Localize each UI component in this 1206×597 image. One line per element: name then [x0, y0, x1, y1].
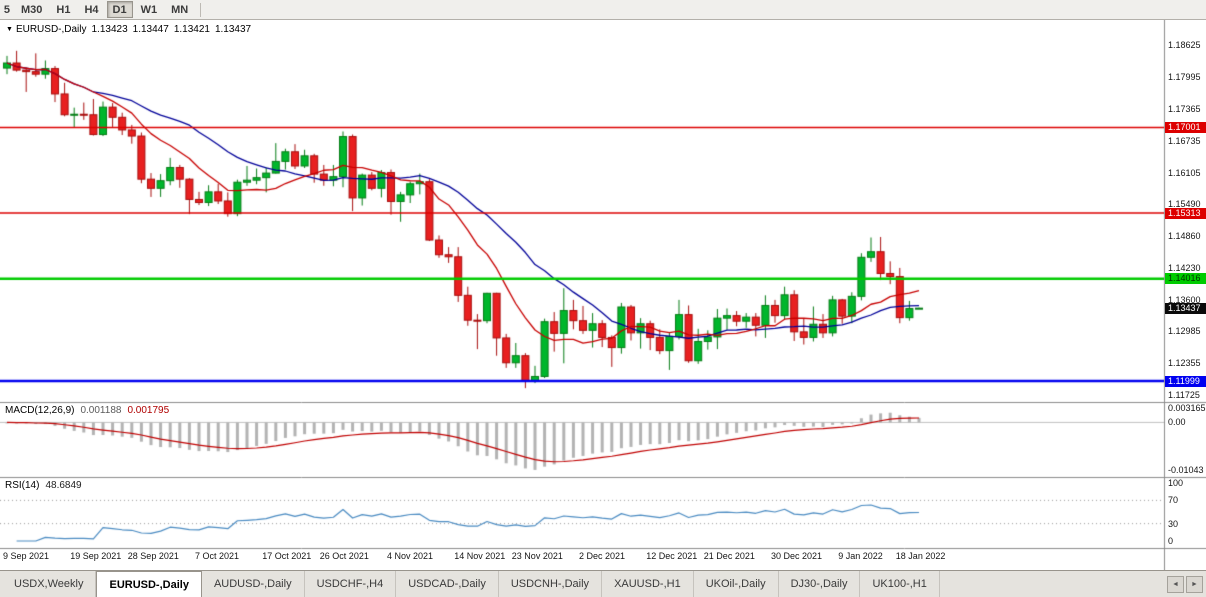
date-axis-label: 30 Dec 2021 — [771, 551, 823, 561]
chart-tab-usdcad-daily[interactable]: USDCAD-,Daily — [396, 571, 499, 597]
chart-tab-audusd-daily[interactable]: AUDUSD-,Daily — [202, 571, 305, 597]
tab-scroll-left-icon[interactable]: ◄ — [1167, 575, 1184, 593]
chart-tab-eurusd-daily[interactable]: EURUSD-,Daily — [96, 571, 202, 597]
timeframe-button-5[interactable]: 5 — [3, 3, 10, 16]
price-axis-tick: 1.17995 — [1168, 71, 1201, 82]
date-axis-label: 21 Dec 2021 — [703, 551, 755, 561]
price-axis-tick: 1.16735 — [1168, 135, 1201, 146]
date-axis-label: 19 Sep 2021 — [70, 551, 122, 561]
timeframe-button-m30[interactable]: M30 — [21, 3, 43, 16]
price-axis-tick: 1.18625 — [1168, 40, 1201, 50]
price-axis-tick: 1.12985 — [1168, 326, 1201, 337]
macd-axis-tick: 0.003165 — [1168, 403, 1206, 413]
rsi-axis-tick: 70 — [1168, 495, 1179, 506]
rsi-axis-tick: 100 — [1168, 478, 1184, 488]
price-axis-tick: 1.16105 — [1168, 167, 1201, 178]
quote-header: ▼ EURUSD-,Daily 1.13423 1.13447 1.13421 1.134… — [6, 24, 251, 35]
date-axis-label: 18 Jan 2022 — [895, 551, 946, 561]
quote-high: 1.13447 — [132, 24, 169, 35]
timeframe-button-w1[interactable]: W1 — [140, 3, 158, 16]
price-axis-tick: 1.17365 — [1168, 103, 1201, 114]
rsi-title: RSI(14) — [5, 480, 40, 491]
date-axis-label: 26 Oct 2021 — [319, 551, 369, 561]
price-axis-tick: 1.15490 — [1168, 199, 1201, 210]
tab-scroll-right-icon[interactable]: ► — [1186, 575, 1203, 593]
chart-tab-dj30-daily[interactable]: DJ30-,Daily — [779, 571, 861, 597]
tab-scroll-area: ◄ ► — [1165, 571, 1206, 597]
price-chart-canvas[interactable] — [0, 20, 1206, 570]
date-axis-label: 23 Nov 2021 — [511, 551, 563, 561]
price-level-badge: 1.17001 — [1165, 121, 1206, 133]
date-axis-label: 2 Dec 2021 — [579, 551, 626, 561]
chart-tab-xauusd-h1[interactable]: XAUUSD-,H1 — [602, 571, 694, 597]
macd-axis-tick: -0.01043 — [1168, 465, 1204, 475]
chart-tab-usdcnh-daily[interactable]: USDCNH-,Daily — [499, 571, 603, 597]
macd-main-value: 0.001188 — [80, 405, 122, 416]
timeframe-button-d1[interactable]: D1 — [106, 1, 133, 18]
tab-list: USDX,Weekly EURUSD-,Daily AUDUSD-,Daily USD… — [0, 571, 940, 597]
date-axis-label: 17 Oct 2021 — [262, 551, 312, 561]
quote-open: 1.13423 — [91, 24, 128, 35]
chart-tab-usdchf-h4[interactable]: USDCHF-,H4 — [305, 571, 397, 597]
chart-tabbar: USDX,Weekly EURUSD-,Daily AUDUSD-,Daily USD… — [0, 570, 1206, 597]
current-price-badge: 1.13437 — [1165, 302, 1206, 314]
date-axis-label: 9 Sep 2021 — [3, 551, 50, 561]
quote-low: 1.13421 — [173, 24, 210, 35]
date-axis-label: 4 Nov 2021 — [387, 551, 434, 561]
rsi-axis-tick: 30 — [1168, 518, 1179, 529]
price-level-badge: 1.15313 — [1165, 207, 1206, 219]
chart-tab-uk100-h1[interactable]: UK100-,H1 — [860, 571, 940, 597]
macd-signal-value: 0.001795 — [127, 405, 170, 416]
rsi-value: 48.6849 — [45, 480, 82, 491]
date-axis-label: 28 Sep 2021 — [127, 551, 179, 561]
date-axis-label: 9 Jan 2022 — [838, 551, 883, 561]
chart-tab-ukoil-daily[interactable]: UKOil-,Daily — [694, 571, 779, 597]
rsi-label: RSI(14) 48.6849 — [5, 480, 82, 491]
macd-axis-tick: 0.00 — [1168, 417, 1186, 428]
price-level-badge: 1.11999 — [1165, 375, 1206, 387]
date-axis-label: 7 Oct 2021 — [195, 551, 240, 561]
quote-symbol: EURUSD-,Daily — [15, 24, 87, 35]
rsi-axis-tick: 0 — [1168, 536, 1174, 546]
date-axis-label: 14 Nov 2021 — [454, 551, 506, 561]
price-axis-tick: 1.13600 — [1168, 294, 1201, 305]
timeframe-button-h4[interactable]: H4 — [84, 3, 99, 16]
date-axis-label: 12 Dec 2021 — [646, 551, 698, 561]
price-level-badge: 1.14016 — [1165, 273, 1206, 285]
quote-close: 1.13437 — [214, 24, 252, 35]
macd-label: MACD(12,26,9) 0.001188 0.001795 — [5, 405, 169, 416]
toolbar-separator — [200, 2, 202, 17]
price-axis-tick: 1.11725 — [1168, 390, 1200, 400]
timeframe-button-mn[interactable]: MN — [171, 3, 189, 16]
price-axis-tick: 1.12355 — [1168, 358, 1201, 369]
timeframe-toolbar: 5 M30 H1 H4 D1 W1 MN — [0, 0, 1206, 20]
price-axis-tick: 1.14860 — [1168, 230, 1201, 241]
timeframe-button-h1[interactable]: H1 — [56, 3, 71, 16]
chart-tab-usdx-weekly[interactable]: USDX,Weekly — [2, 571, 97, 597]
price-axis-tick: 1.14230 — [1168, 262, 1201, 273]
macd-title: MACD(12,26,9) — [5, 405, 75, 416]
chart-area: ▼ EURUSD-,Daily 1.13423 1.13447 1.13421 1.134… — [0, 20, 1206, 570]
symbol-marker-icon: ▼ — [6, 26, 13, 33]
